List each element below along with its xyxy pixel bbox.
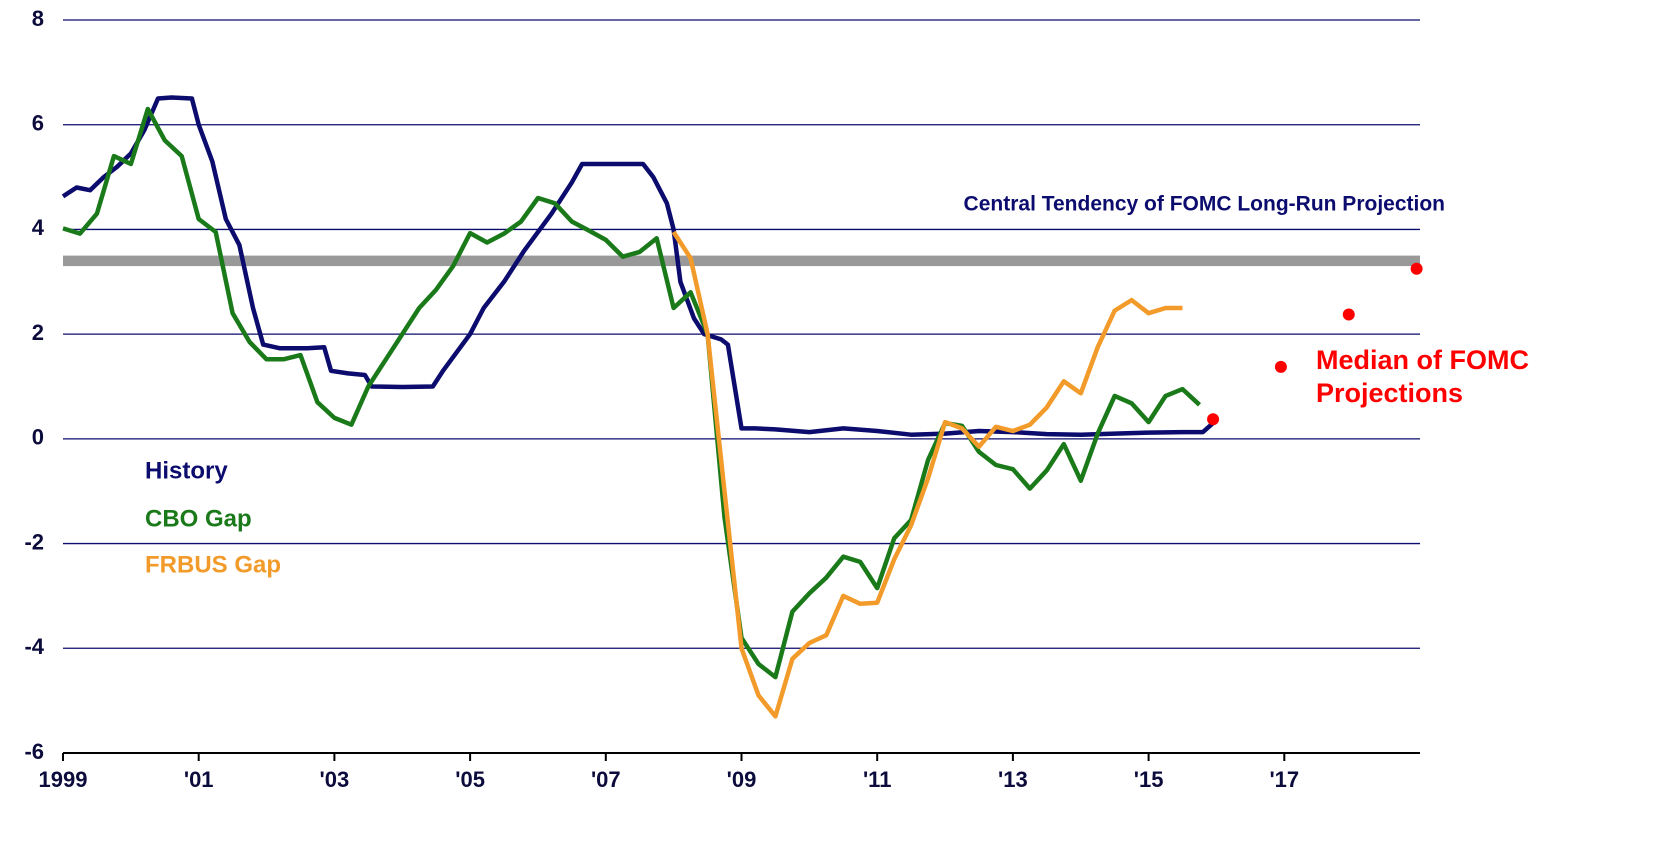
x-tick-label: '01 [184,767,214,792]
line [61,95,1215,437]
legend-label: Median of FOMC Projections [1316,345,1529,408]
x-tick-label: '03 [320,767,350,792]
x-tick-label: '07 [591,767,621,792]
x-tick-label: '13 [998,767,1028,792]
reference-band [63,255,1420,267]
line [671,230,1183,719]
line [62,106,1202,680]
marker [1274,360,1287,373]
marker [1207,413,1220,426]
marker [1410,262,1423,275]
y-tick-label: 6 [32,111,44,136]
y-tick-label: -4 [24,634,44,659]
y-tick-label: 0 [32,425,44,450]
annotation: Central Tendency of FOMC Long-Run Projec… [964,193,1445,216]
x-tick-label: '17 [1269,767,1299,792]
legend-label: FRBUS Gap [145,551,281,578]
y-tick-label: 2 [32,320,44,345]
marker [1342,308,1355,321]
x-tick-label: '09 [727,767,757,792]
x-tick-label: '05 [455,767,485,792]
y-tick-label: -2 [24,529,44,554]
y-tick-label: -6 [24,739,44,764]
x-tick-label: 1999 [39,767,88,792]
legend-label: CBO Gap [145,505,252,532]
x-tick-label: '11 [863,767,892,792]
legend-label: History [145,457,228,484]
x-tick-label: '15 [1134,767,1164,792]
y-tick-label: 4 [32,215,45,240]
y-tick-label: 8 [32,6,44,31]
